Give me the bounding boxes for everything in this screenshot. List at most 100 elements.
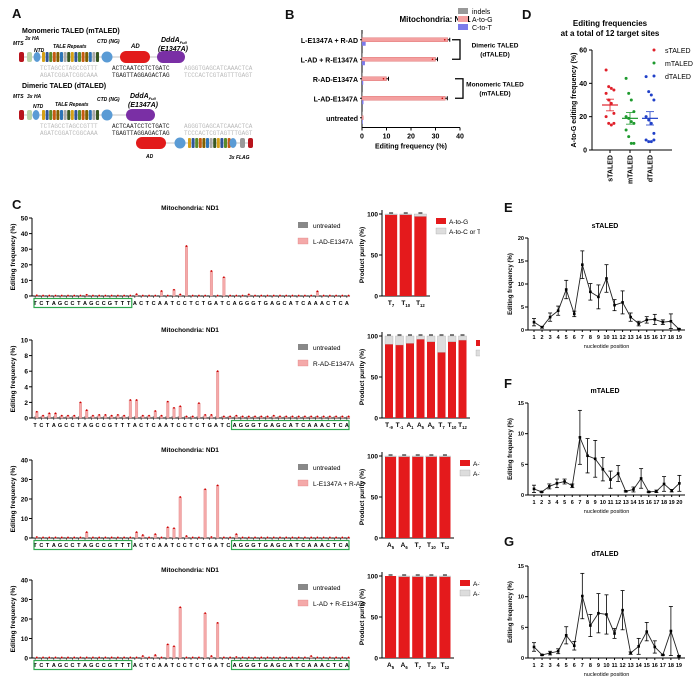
bar-edited [35, 411, 39, 419]
data-point [328, 656, 331, 659]
sequence-base: G [208, 543, 212, 549]
y-tick-label: 10 [21, 636, 29, 643]
tale-repeats [188, 138, 231, 148]
data-point [48, 294, 51, 297]
tale-repeat [81, 52, 85, 62]
group-bracket [455, 78, 464, 99]
sequence-base: T [258, 543, 262, 549]
data-point [662, 482, 666, 486]
sequence-base: A [52, 663, 56, 669]
x-tick-label: 9 [597, 335, 600, 341]
data-point [166, 400, 169, 403]
data-point [532, 320, 536, 324]
data-point [160, 290, 163, 292]
data-point [532, 645, 536, 649]
svg-text:DddAFull: DddAFull [130, 93, 157, 101]
data-point [644, 115, 648, 119]
sequence-base: T [127, 301, 131, 307]
data-point [48, 536, 51, 539]
data-point [110, 294, 113, 297]
sequence-base: C [39, 423, 43, 429]
sequence-base: C [183, 423, 187, 429]
x-tick-label: 15 [644, 663, 650, 669]
sequence-base: C [39, 543, 43, 549]
tale-repeat [96, 52, 99, 62]
tale-repeat [227, 138, 231, 148]
data-point [73, 294, 76, 297]
purity-bar-a-to-g [399, 214, 412, 296]
sequence-base: G [264, 663, 268, 669]
data-point [589, 624, 592, 627]
data-point [556, 309, 560, 312]
data-point [116, 413, 119, 416]
x-tick-label: 11 [612, 663, 618, 669]
x-tick-label: 3 [549, 335, 552, 341]
data-point [548, 315, 552, 319]
chart-title: mTALED [590, 388, 619, 395]
bar-untreated [171, 416, 173, 418]
purity-bar-other [399, 213, 412, 215]
data-point [649, 93, 653, 97]
data-point [644, 75, 648, 79]
sequence-base: C [339, 423, 343, 429]
chart-title: Mitochondria: ND1 [161, 327, 219, 334]
purity-category-label: T10 [427, 662, 436, 670]
mtaled-sequence: TCTAGCCTAGCCGTTT ACTCAATCCTCTGATC AGGGTG… [40, 65, 253, 79]
purity-bar-other [412, 455, 424, 457]
data-point [85, 531, 88, 534]
data-point [652, 138, 656, 142]
data-point [652, 131, 656, 135]
legend-label: mTALED [665, 61, 693, 68]
sequence-base: T [146, 663, 150, 669]
y-tick-label: 0 [521, 656, 524, 662]
data-point [540, 325, 544, 329]
bar-untreated [109, 416, 111, 418]
data-point [129, 536, 132, 539]
data-point [279, 294, 281, 297]
sequence-base: T [171, 301, 175, 307]
y-tick-label: 40 [21, 458, 29, 465]
data-point [597, 295, 600, 299]
sequence-base: C [326, 423, 330, 429]
bar-untreated [96, 416, 98, 418]
data-point [60, 536, 63, 539]
sequence-base: T [189, 301, 193, 307]
data-point [104, 656, 107, 659]
tale-repeat [70, 110, 74, 120]
sequence-base: A [133, 423, 137, 429]
bar-indels [362, 33, 363, 38]
bar-untreated [127, 416, 130, 418]
legend-label: untreated [313, 585, 341, 592]
sequence-base: C [226, 543, 230, 549]
sequence-base: A [233, 543, 237, 549]
purity-bar-a-to-g [406, 343, 414, 418]
bar-edited [135, 399, 139, 419]
data-point [632, 488, 635, 491]
data-point [624, 115, 628, 119]
bar-untreated [84, 416, 86, 418]
data-point [60, 414, 63, 417]
purity-bar-other [384, 335, 394, 345]
tale-repeat [78, 52, 81, 62]
data-point [42, 536, 44, 539]
x-tick-label: 10 [383, 134, 391, 141]
sequence-base: T [202, 543, 206, 549]
chart-c3: Mitochondria: ND1 0 10 20 30 40 Editing freque… [10, 447, 480, 551]
sequence-base: C [139, 423, 143, 429]
sequence-base: C [95, 663, 99, 669]
y-tick-label: 0 [24, 656, 28, 663]
data-point [279, 536, 281, 539]
sequence-base: C [195, 423, 199, 429]
dtaled-construct: MTS 3x HA NTD TALE Repeats CTD (NG) DddA… [13, 93, 159, 121]
data-point [92, 536, 94, 539]
data-point [335, 415, 338, 418]
data-point [607, 121, 611, 125]
data-point [341, 294, 344, 297]
y-tick-label: 10 [21, 278, 29, 285]
bar-edited [209, 270, 213, 297]
bar-untreated [271, 416, 273, 418]
data-point [110, 414, 113, 417]
category-label: R-AD-E1347A [313, 77, 358, 84]
purity-bar-a-to-g [448, 341, 456, 418]
sequence-base: C [177, 543, 181, 549]
